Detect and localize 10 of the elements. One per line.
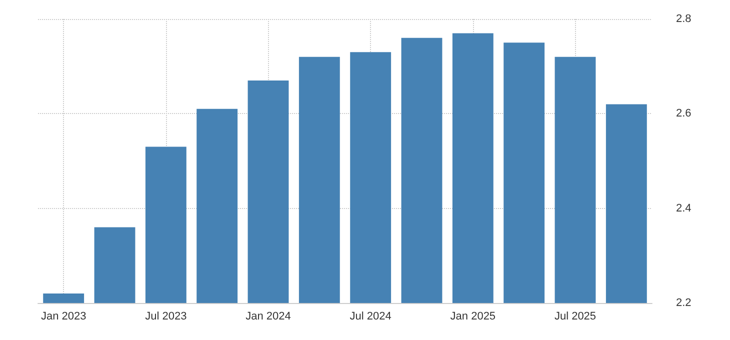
x-tick-label: Jan 2023	[40, 310, 86, 322]
x-tick-label: Jan 2024	[246, 310, 291, 322]
y-tick-label: 2.6	[676, 108, 692, 120]
x-tick-label: Jul 2025	[554, 310, 596, 322]
x-tick-label: Jul 2023	[145, 310, 187, 322]
y-tick-label: 2.2	[676, 297, 692, 309]
y-tick-label: 2.4	[676, 202, 692, 214]
x-tick-label: Jan 2025	[450, 310, 496, 322]
y-tick-label: 2.8	[676, 13, 692, 25]
x-tick-label: Jul 2024	[350, 310, 392, 322]
